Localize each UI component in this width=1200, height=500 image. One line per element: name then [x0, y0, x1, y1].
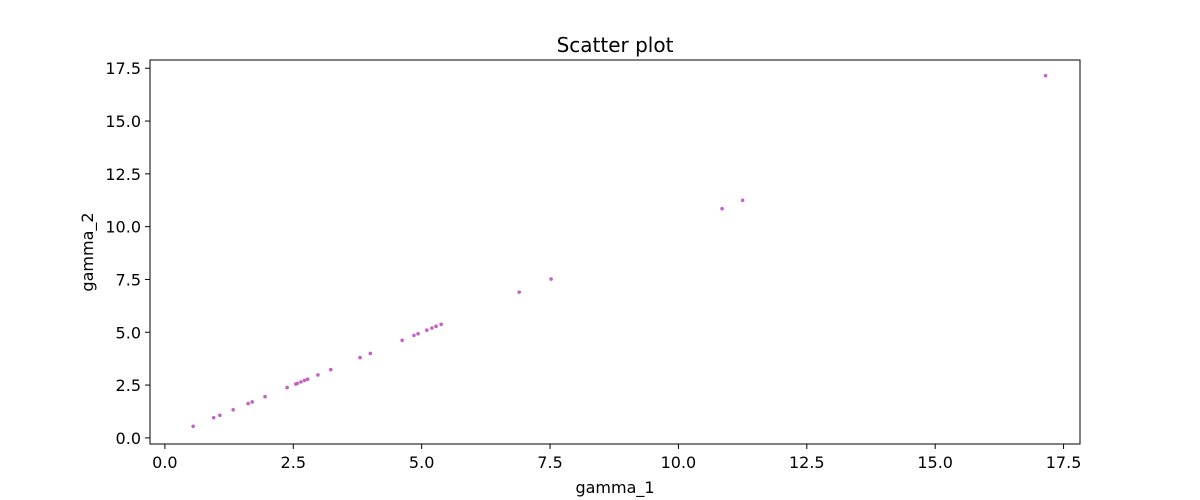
y-axis: 0.0 2.5 5.0 7.5 10.0 12.5 15.0 17.5: [105, 59, 150, 448]
plot-frame: [149, 59, 1081, 445]
y-tick-label: 12.5: [105, 165, 141, 184]
y-tick-label: 15.0: [105, 112, 141, 131]
data-points: [191, 73, 1048, 429]
x-axis-label: gamma_1: [575, 478, 654, 498]
data-point: [305, 377, 310, 381]
data-point: [439, 322, 443, 327]
y-tick-label: 10.0: [105, 218, 141, 237]
x-tick-label: 15.0: [917, 453, 953, 472]
data-point: [263, 394, 267, 399]
data-point: [285, 385, 289, 390]
x-tick-label: 17.5: [1046, 453, 1082, 472]
x-tick-label: 2.5: [281, 453, 306, 472]
y-tick-label: 5.0: [116, 323, 141, 342]
data-point: [424, 328, 429, 332]
x-axis: 0.0 2.5 5.0 7.5 10.0 12.5 15.0 17.5: [152, 444, 1081, 472]
data-point: [316, 373, 320, 377]
data-point: [250, 400, 254, 404]
data-point: [430, 326, 434, 330]
data-point: [434, 324, 438, 329]
x-tick-label: 10.0: [661, 453, 697, 472]
x-tick-label: 12.5: [789, 453, 825, 472]
data-point: [416, 331, 420, 336]
y-tick-label: 7.5: [116, 270, 141, 289]
data-point: [1043, 73, 1048, 78]
data-point: [412, 333, 416, 338]
x-tick-label: 0.0: [152, 453, 177, 472]
data-point: [368, 351, 373, 356]
data-point: [299, 380, 303, 384]
y-tick-label: 0.0: [116, 429, 141, 448]
data-point: [231, 407, 235, 412]
data-point: [328, 367, 333, 372]
data-point: [302, 378, 307, 383]
data-point: [740, 198, 745, 203]
data-point: [295, 381, 300, 386]
data-point: [549, 277, 553, 281]
data-point: [218, 413, 222, 418]
y-tick-label: 17.5: [105, 59, 141, 78]
data-point: [720, 206, 724, 211]
x-tick-label: 5.0: [409, 453, 434, 472]
data-point: [246, 401, 250, 406]
data-point: [358, 355, 362, 360]
data-point: [517, 290, 522, 294]
data-point: [191, 424, 195, 429]
data-point: [400, 338, 404, 343]
y-axis-label: gamma_2: [78, 212, 98, 291]
chart-title: Scatter plot: [557, 33, 674, 57]
y-tick-label: 2.5: [116, 376, 141, 395]
data-point: [211, 416, 216, 420]
x-tick-label: 7.5: [537, 453, 562, 472]
